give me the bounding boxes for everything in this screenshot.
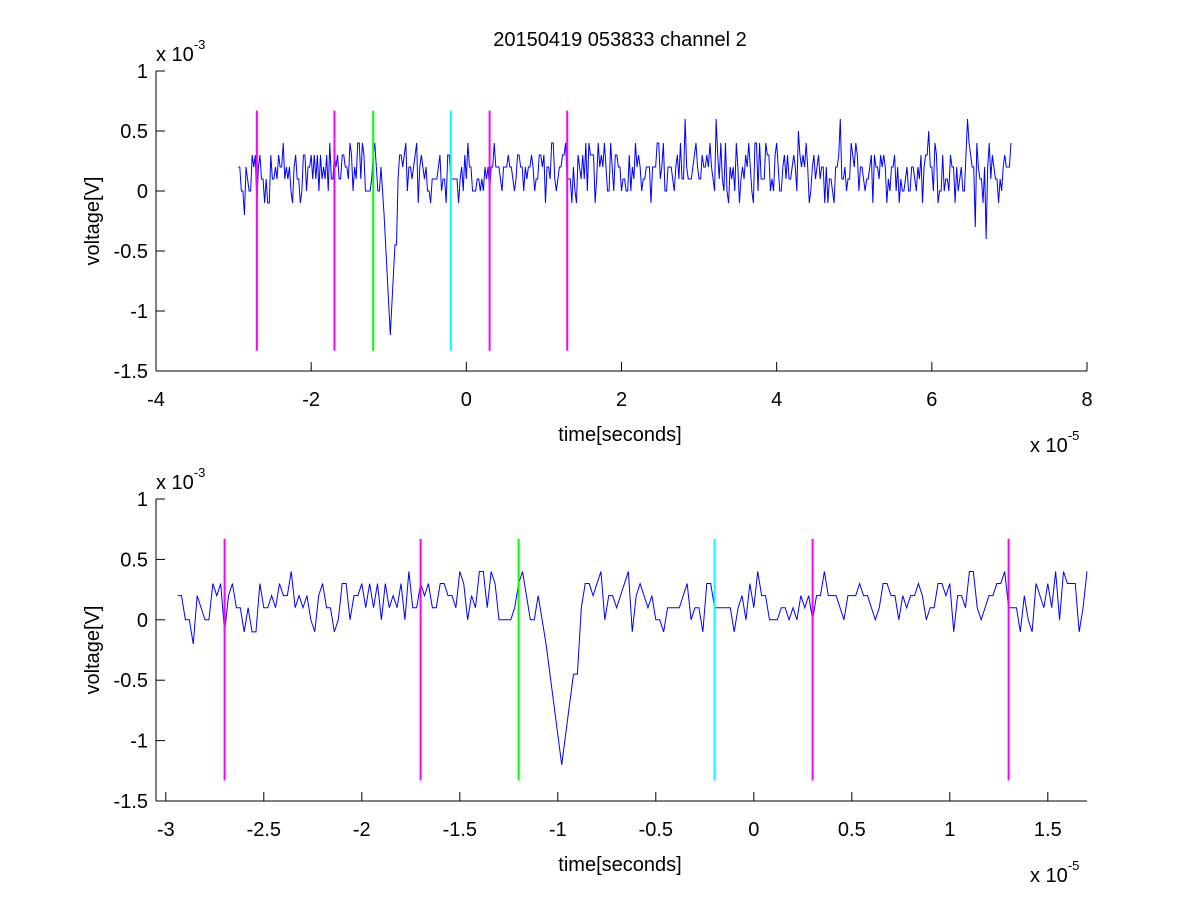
figure-title: 20150419 053833 channel 2	[493, 29, 747, 51]
y-tick-label: -1.5	[114, 791, 148, 813]
x-tick-label: 0	[748, 819, 759, 841]
y-tick-label: -1	[130, 731, 148, 753]
top-panel: -1.5 -1 -0.5 0 0.5 1 -4 -2 0 2 4 6 8 time[seconds] vol…	[82, 37, 1093, 457]
signal-trace	[238, 118, 1012, 336]
x-tick-label: -3	[157, 819, 175, 841]
signal-trace	[177, 570, 1088, 765]
x-exponent: -5	[1068, 428, 1080, 443]
y-tick-label: -1	[130, 301, 148, 323]
x-tick-label: 1	[944, 819, 955, 841]
x-exponent: -5	[1068, 858, 1080, 873]
x-tick-label: 8	[1081, 389, 1092, 411]
y-tick-label: 0	[137, 181, 148, 203]
y-tick-label: 0	[137, 610, 148, 632]
x-tick-label: -4	[147, 389, 165, 411]
y-tick-label: 0.5	[120, 121, 148, 143]
x-tick-label: 0	[461, 389, 472, 411]
y-exponent: -3	[194, 465, 206, 480]
bottom-panel: -1.5 -1 -0.5 0 0.5 1 -3 -2.5 -2 -1.5 -1 -0.5 0 0.5 1 1.…	[82, 465, 1088, 887]
y-axis-label: voltage[V]	[82, 177, 104, 266]
x-axis-label: time[seconds]	[558, 854, 681, 876]
y-exponent: -3	[194, 37, 206, 52]
y-tick-label: -0.5	[114, 241, 148, 263]
x-tick-label: -2.5	[247, 819, 281, 841]
y-tick-label: -1.5	[114, 361, 148, 383]
y-tick-label: 1	[137, 61, 148, 83]
x-tick-label: 2	[616, 389, 627, 411]
y-tick-label: 0.5	[120, 549, 148, 571]
x-tick-label: 4	[771, 389, 782, 411]
x-tick-label: -1	[549, 819, 567, 841]
x-tick-label: 6	[926, 389, 937, 411]
y-tick-label: -0.5	[114, 670, 148, 692]
x-tick-label: -0.5	[639, 819, 673, 841]
x-tick-label: 0.5	[838, 819, 866, 841]
x-tick-label: -2	[302, 389, 320, 411]
x-tick-label: 1.5	[1034, 819, 1062, 841]
y-axis-label: voltage[V]	[82, 606, 104, 695]
y-tick-label: 1	[137, 489, 148, 511]
x-axis-label: time[seconds]	[558, 424, 681, 446]
x-tick-label: -1.5	[443, 819, 477, 841]
x-tick-label: -2	[353, 819, 371, 841]
